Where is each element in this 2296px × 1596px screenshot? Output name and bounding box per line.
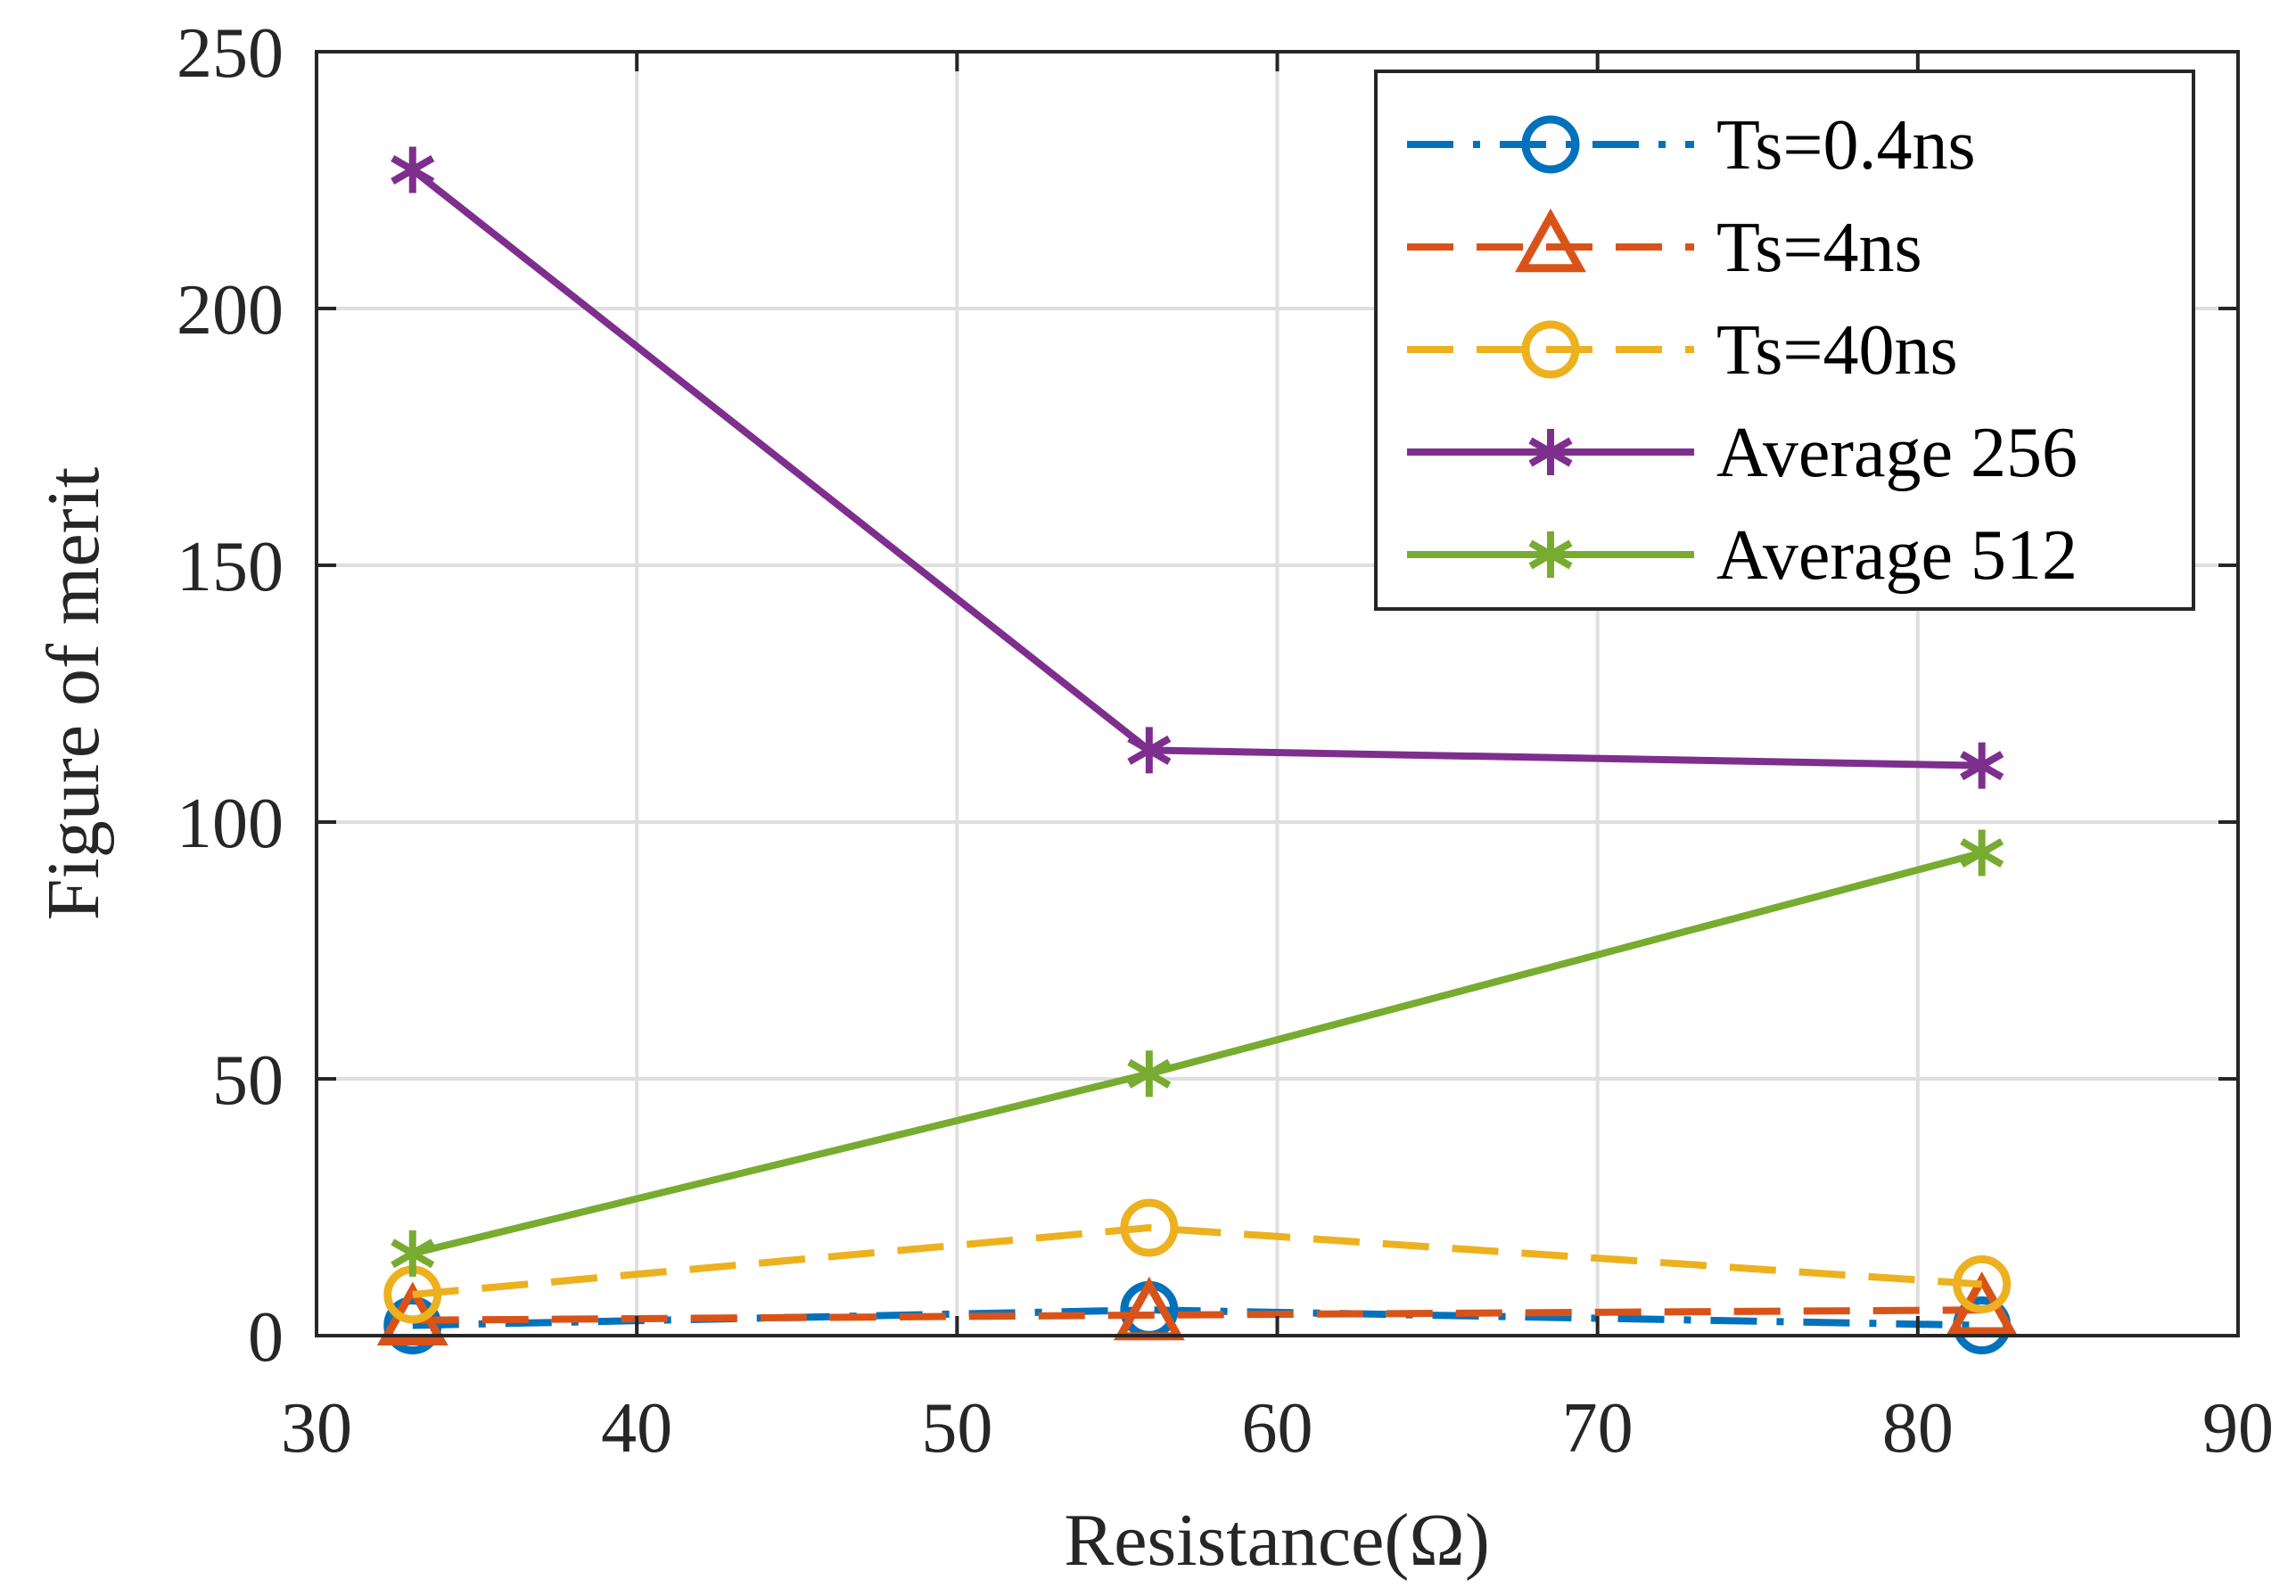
data-point (1120, 1198, 1179, 1257)
legend-entry: Average 512 (1407, 516, 2078, 595)
series-average-256 (391, 146, 2004, 789)
legend-entry: Ts=40ns (1407, 311, 1958, 390)
y-tick-label: 200 (177, 271, 284, 350)
y-tick-label: 250 (177, 14, 284, 93)
y-axis-label: Figure of merit (32, 467, 115, 921)
legend-entry: Ts=0.4ns (1407, 106, 1976, 185)
legend-box (1374, 70, 2195, 611)
series-line (412, 1224, 1982, 1298)
data-point (1960, 742, 2004, 789)
data-point (1127, 1050, 1172, 1098)
y-tick-label: 50 (212, 1041, 284, 1120)
legend-label: Ts=40ns (1716, 311, 1958, 390)
series-average-512 (391, 829, 2004, 1277)
x-tick-label: 50 (921, 1389, 992, 1468)
x-tick-label: 70 (1562, 1389, 1634, 1468)
x-tick-label: 90 (2202, 1389, 2274, 1468)
legend-entry: Average 256 (1407, 414, 2078, 492)
legend-entry: Ts=4ns (1407, 208, 1922, 287)
data-point (1127, 727, 1172, 774)
axis-ticks: 30 40 50 60 70 80 90 0 50 100 150 200 250 (177, 14, 2274, 1468)
x-tick-label: 30 (281, 1389, 352, 1468)
legend: Ts=0.4ns Ts=4ns Ts=40ns Average 256 Average … (1374, 70, 2195, 611)
x-tick-label: 80 (1882, 1389, 1954, 1468)
legend-marker (1521, 115, 1580, 174)
data-point (1960, 829, 2004, 876)
y-tick-label: 150 (177, 528, 284, 606)
data-point (383, 1296, 442, 1354)
data-point (391, 146, 435, 193)
x-axis-label: Resistance(Ω) (1064, 1499, 1490, 1582)
series-line (412, 1306, 1982, 1324)
x-tick-label: 40 (601, 1389, 672, 1468)
legend-marker (1528, 531, 1573, 578)
y-tick-label: 0 (248, 1298, 284, 1377)
legend-label: Ts=4ns (1716, 209, 1922, 287)
series-layer (376, 146, 2018, 1354)
legend-label: Average 256 (1716, 414, 2078, 492)
x-tick-label: 60 (1242, 1389, 1313, 1468)
y-tick-label: 100 (177, 785, 284, 863)
legend-marker (1515, 208, 1586, 273)
legend-label: Average 512 (1716, 516, 2078, 595)
legend-marker (1521, 320, 1580, 379)
data-point (391, 1230, 435, 1277)
data-point (1953, 1255, 2012, 1313)
legend-label: Ts=0.4ns (1716, 106, 1976, 185)
legend-marker (1528, 429, 1573, 475)
